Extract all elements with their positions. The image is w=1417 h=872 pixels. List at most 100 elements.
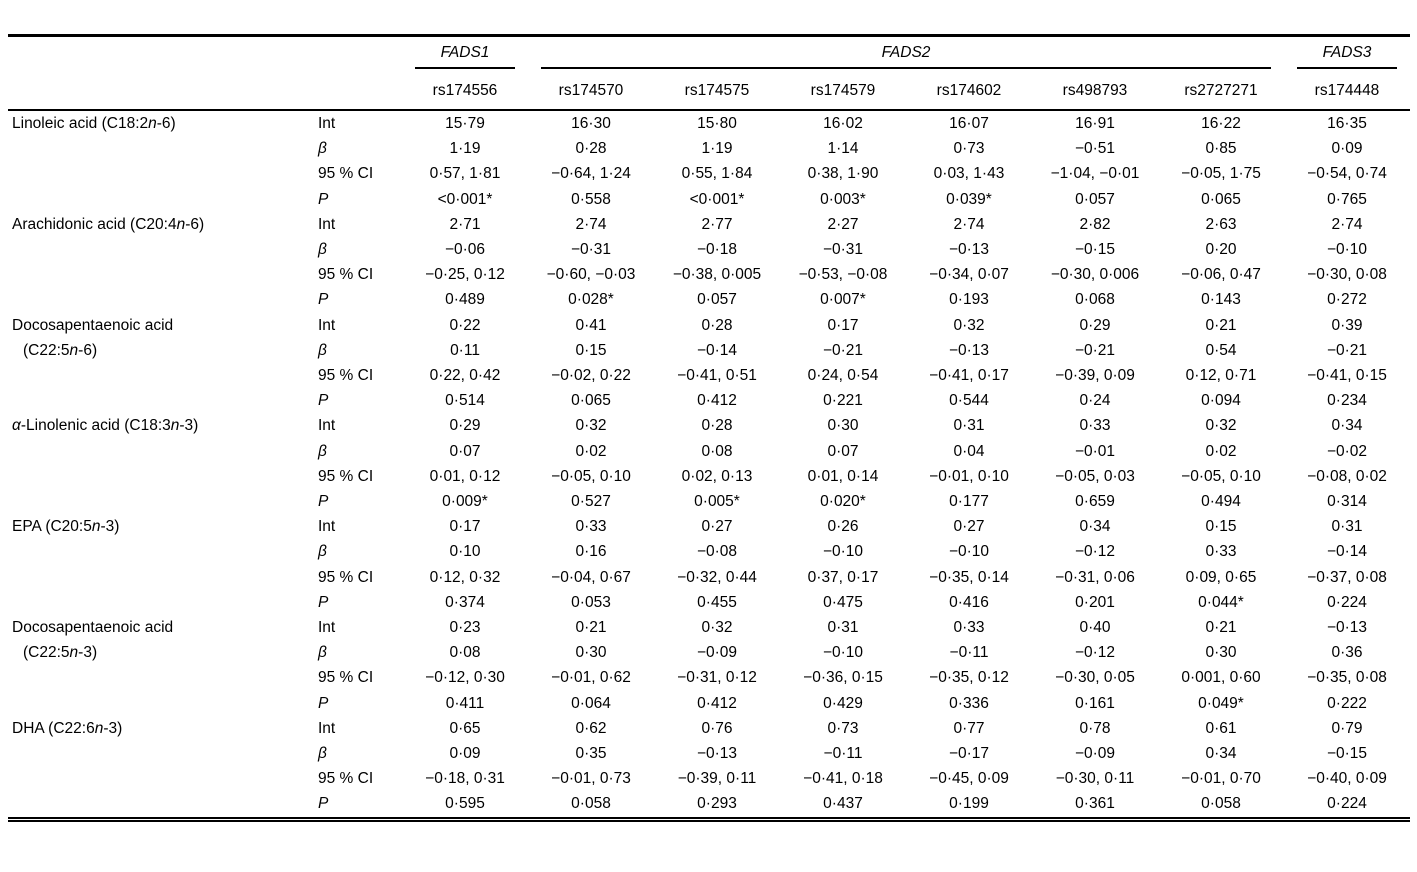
table-row: 95 % CI −0·18, 0·31 −0·01, 0·73 −0·39, 0·11…: [8, 766, 1410, 791]
gene-underline: FADS1: [415, 37, 515, 69]
table-cell: 0·17: [449, 518, 481, 536]
table-cell: <0·001*: [689, 190, 745, 208]
table-cell: 0·33: [1079, 417, 1111, 435]
stat-label: β: [318, 341, 327, 359]
table-cell: 0·361: [1075, 795, 1115, 813]
table-row: β 0·11 0·15 −0·14 −0·21 −0·13 −0·21 0·54 −0·21: [8, 338, 1410, 363]
gene-name: FADS3: [1322, 44, 1372, 61]
table-cell: 0·73: [827, 719, 859, 737]
table-cell: −0·32, 0·44: [677, 568, 757, 586]
table-row: β 0·08 0·30 −0·09 −0·10 −0·11 −0·12 0·30 0·36: [8, 640, 1410, 665]
table-cell: −0·01: [1074, 442, 1116, 460]
table-cell: 0·78: [1079, 719, 1111, 737]
table-cell: −0·05, 0·10: [551, 467, 631, 485]
row-label-segment: -6): [156, 115, 176, 132]
table-cell: 0·094: [1201, 392, 1241, 410]
table-cell: 0·30: [575, 644, 607, 662]
row-label-italic-segment: n: [69, 644, 79, 662]
snp-header: rs174556: [402, 69, 528, 111]
gene-header: FADS3: [1284, 36, 1410, 69]
table-cell: 16·22: [1201, 115, 1241, 132]
table-cell: −0·38, 0·005: [672, 266, 762, 284]
table-cell: 0·12, 0·32: [429, 568, 501, 586]
table-cell: −0·21: [1074, 341, 1116, 359]
table-cell: −1·04, −0·01: [1050, 165, 1140, 183]
table-cell: −0·41, 0·18: [803, 770, 883, 788]
table-cell: 0·31: [953, 417, 985, 435]
table-row: β 0·07 0·02 0·08 0·07 0·04 −0·01 0·02 −0·02: [8, 439, 1410, 464]
row-label-segment: -3): [100, 518, 120, 536]
stat-label: P: [318, 694, 329, 712]
row-label-italic-segment: n: [94, 719, 104, 737]
table-row: P 0·595 0·058 0·293 0·437 0·199 0·361 0·058 0·22…: [8, 791, 1410, 819]
table-cell: 0·595: [445, 795, 485, 813]
table-row: EPA (C20:5n-3) Int 0·17 0·33 0·27 0·26 0·27 0·3…: [8, 514, 1410, 539]
table-cell: 0·007*: [820, 291, 866, 309]
table-cell: −0·01, 0·73: [551, 770, 631, 788]
stat-label: 95 % CI: [318, 770, 374, 788]
table-cell: −0·18: [696, 241, 738, 259]
table-cell: 0·21: [1205, 619, 1237, 637]
table-row: β 0·09 0·35 −0·13 −0·11 −0·17 −0·09 0·34 −0·15: [8, 741, 1410, 766]
table-cell: 0·02: [575, 442, 607, 460]
table-cell: −0·10: [822, 543, 864, 561]
table-cell: −0·41, 0·15: [1307, 367, 1387, 385]
table-cell: 0·31: [827, 619, 859, 637]
table-cell: −0·39, 0·11: [677, 770, 757, 788]
row-label: Docosapentaenoic acid (C22:5n-6): [8, 313, 316, 414]
table-cell: 0·21: [575, 619, 607, 637]
table-cell: −0·41, 0·51: [677, 367, 757, 385]
table-body: Linoleic acid (C18:2n-6) Int 15·79 16·30 15·…: [8, 110, 1410, 819]
table-cell: −0·11: [949, 644, 989, 662]
table-cell: 0·416: [949, 593, 989, 611]
row-label-segment: -Linolenic acid (C18:3: [20, 417, 171, 435]
table-cell: 0·412: [697, 392, 737, 410]
row-label-line: Docosapentaenoic acid: [12, 313, 316, 338]
table-cell: 0·73: [953, 140, 985, 158]
table-row: P 0·489 0·028* 0·057 0·007* 0·193 0·068 0·143 0·…: [8, 287, 1410, 312]
table-cell: 0·32: [575, 417, 607, 435]
row-label-line: Arachidonic acid (C20:4n-6): [12, 212, 316, 237]
table-cell: −0·54, 0·74: [1307, 165, 1387, 183]
row-label-segment: -3): [78, 644, 98, 662]
table-cell: 16·91: [1075, 115, 1115, 132]
table-cell: 0·02: [1205, 442, 1237, 460]
row-label: Linoleic acid (C18:2n-6): [8, 110, 316, 212]
stat-label: P: [318, 795, 329, 813]
table-cell: 0·15: [1205, 518, 1237, 536]
row-label-segment: -6): [185, 215, 205, 233]
table-cell: −0·31, 0·06: [1055, 568, 1135, 586]
stat-label: Int: [318, 619, 336, 637]
table-row: P 0·374 0·053 0·455 0·475 0·416 0·201 0·044* 0·2…: [8, 590, 1410, 615]
table-cell: −0·39, 0·09: [1055, 367, 1135, 385]
table-cell: −0·30, 0·006: [1050, 266, 1140, 284]
table-cell: 0·11: [450, 341, 480, 359]
table-cell: 0·22, 0·42: [429, 367, 501, 385]
table-cell: 0·044*: [1198, 593, 1244, 611]
gene-header: FADS2: [528, 36, 1284, 69]
table-cell: 1·19: [701, 140, 733, 158]
table-cell: 0·201: [1075, 593, 1115, 611]
table-row: P 0·411 0·064 0·412 0·429 0·336 0·161 0·049* 0·2…: [8, 691, 1410, 716]
table-cell: 0·199: [949, 795, 989, 813]
table-cell: 0·224: [1327, 593, 1367, 611]
table-cell: 0·17: [827, 316, 859, 334]
table-cell: 2·74: [953, 215, 985, 233]
table-cell: −0·08, 0·02: [1307, 467, 1387, 485]
stat-label: β: [318, 442, 327, 460]
table-cell: 2·71: [449, 215, 481, 233]
table-cell: 0·049*: [1198, 694, 1244, 712]
table-cell: 0·161: [1075, 694, 1115, 712]
table-cell: 0·29: [449, 417, 481, 435]
snp-header: rs174570: [528, 69, 654, 111]
table-cell: 0·489: [445, 291, 485, 309]
stat-label: Int: [318, 115, 336, 132]
table-row: β 1·19 0·28 1·19 1·14 0·73 −0·51 0·85 0·09: [8, 136, 1410, 161]
header-spacer: [8, 36, 316, 70]
table-cell: 0·27: [701, 518, 733, 536]
table-cell: 0·09: [1331, 140, 1363, 158]
table-row: Linoleic acid (C18:2n-6) Int 15·79 16·30 15·…: [8, 110, 1410, 136]
gene-name: FADS2: [881, 44, 931, 61]
snp-header: rs174579: [780, 69, 906, 111]
table-cell: 0·54: [1205, 341, 1237, 359]
